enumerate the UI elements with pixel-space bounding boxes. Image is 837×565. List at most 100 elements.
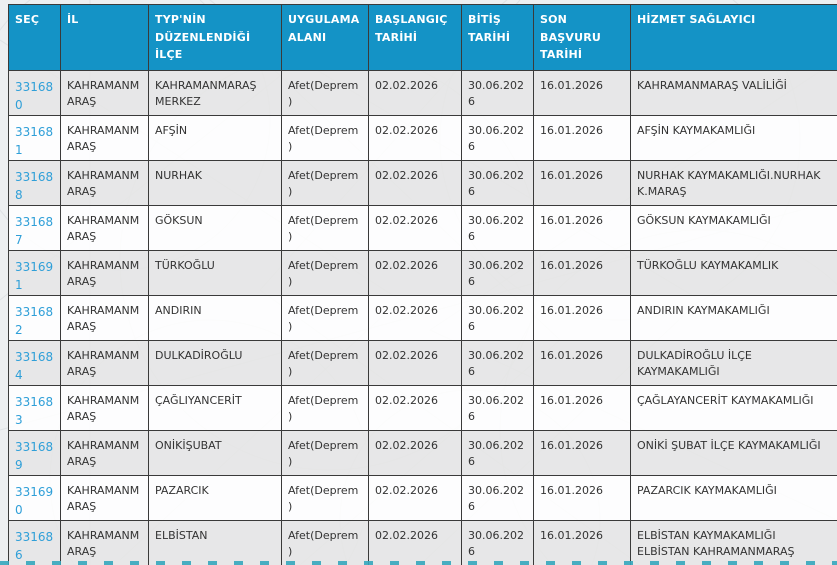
cell-baslangic: 02.02.2026 bbox=[368, 429, 462, 476]
typ-id-link[interactable]: 331686 bbox=[15, 529, 54, 563]
cell-sec: 331681 bbox=[8, 114, 61, 161]
cell-il: KAHRAMANMARAŞ bbox=[60, 294, 149, 341]
typ-id-link[interactable]: 331682 bbox=[15, 304, 54, 338]
cell-sec: 331689 bbox=[8, 429, 61, 476]
typ-id-link[interactable]: 331684 bbox=[15, 349, 54, 383]
cell-baslangic: 02.02.2026 bbox=[368, 114, 462, 161]
cell-bitis: 30.06.2026 bbox=[461, 204, 534, 251]
cell-saglayici: KAHRAMANMARAŞ VALİLİĞİ bbox=[630, 69, 837, 116]
cell-saglayici: NURHAK KAYMAKAMLIĞI.NURHAK K.MARAŞ bbox=[630, 159, 837, 206]
cell-il: KAHRAMANMARAŞ bbox=[60, 384, 149, 431]
typ-id-link[interactable]: 331680 bbox=[15, 79, 54, 113]
typ-id-link[interactable]: 331681 bbox=[15, 124, 54, 158]
cell-bitis: 30.06.2026 bbox=[461, 114, 534, 161]
typ-id-link[interactable]: 331691 bbox=[15, 259, 54, 293]
typ-id-link[interactable]: 331683 bbox=[15, 394, 54, 428]
column-header-baslangic: BAŞLANGIÇ TARİHİ bbox=[368, 4, 462, 71]
table-row: 331684 KAHRAMANMARAŞ DULKADİROĞLU Afet(Depr… bbox=[8, 339, 837, 386]
cell-il: KAHRAMANMARAŞ bbox=[60, 204, 149, 251]
cell-baslangic: 02.02.2026 bbox=[368, 339, 462, 386]
cell-baslangic: 02.02.2026 bbox=[368, 204, 462, 251]
cell-son: 16.01.2026 bbox=[533, 429, 631, 476]
cell-son: 16.01.2026 bbox=[533, 159, 631, 206]
cell-baslangic: 02.02.2026 bbox=[368, 519, 462, 565]
cell-son: 16.01.2026 bbox=[533, 114, 631, 161]
cell-sec: 331686 bbox=[8, 519, 61, 565]
cell-baslangic: 02.02.2026 bbox=[368, 384, 462, 431]
cell-sec: 331682 bbox=[8, 294, 61, 341]
typ-id-link[interactable]: 331689 bbox=[15, 439, 54, 473]
typ-table: SEÇ İL TYP'NİN DÜZENLENDİĞİ İLÇE UYGULAMA A… bbox=[8, 4, 837, 565]
cell-saglayici: GÖKSUN KAYMAKAMLIĞI bbox=[630, 204, 837, 251]
column-header-alan: UYGULAMA ALANI bbox=[281, 4, 369, 71]
cell-bitis: 30.06.2026 bbox=[461, 249, 534, 296]
cell-ilce: AFŞİN bbox=[148, 114, 282, 161]
cell-sec: 331690 bbox=[8, 474, 61, 521]
typ-id-link[interactable]: 331690 bbox=[15, 484, 54, 518]
cell-saglayici: ONİKİ ŞUBAT İLÇE KAYMAKAMLIĞI bbox=[630, 429, 837, 476]
cell-saglayici: DULKADİROĞLU İLÇE KAYMAKAMLIĞI bbox=[630, 339, 837, 386]
cell-sec: 331687 bbox=[8, 204, 61, 251]
cell-alan: Afet(Deprem) bbox=[281, 114, 369, 161]
cell-saglayici: TÜRKOĞLU KAYMAKAMLIK bbox=[630, 249, 837, 296]
cell-baslangic: 02.02.2026 bbox=[368, 69, 462, 116]
cell-son: 16.01.2026 bbox=[533, 519, 631, 565]
cell-sec: 331691 bbox=[8, 249, 61, 296]
cell-ilce: ELBİSTAN bbox=[148, 519, 282, 565]
table-row: 331683 KAHRAMANMARAŞ ÇAĞLIYANCERİT Afet(Dep… bbox=[8, 384, 837, 431]
cell-ilce: ANDIRIN bbox=[148, 294, 282, 341]
cell-ilce: ÇAĞLIYANCERİT bbox=[148, 384, 282, 431]
cell-bitis: 30.06.2026 bbox=[461, 429, 534, 476]
cell-sec: 331683 bbox=[8, 384, 61, 431]
cell-bitis: 30.06.2026 bbox=[461, 69, 534, 116]
cell-son: 16.01.2026 bbox=[533, 294, 631, 341]
table-row: 331680 KAHRAMANMARAŞ KAHRAMANMARAŞ MERKEZ A… bbox=[8, 69, 837, 116]
column-header-bitis: BİTİŞ TARİHİ bbox=[461, 4, 534, 71]
cell-son: 16.01.2026 bbox=[533, 69, 631, 116]
cell-ilce: ONİKİŞUBAT bbox=[148, 429, 282, 476]
cell-il: KAHRAMANMARAŞ bbox=[60, 159, 149, 206]
cell-alan: Afet(Deprem) bbox=[281, 249, 369, 296]
cell-son: 16.01.2026 bbox=[533, 384, 631, 431]
cell-il: KAHRAMANMARAŞ bbox=[60, 114, 149, 161]
cell-alan: Afet(Deprem) bbox=[281, 429, 369, 476]
cell-il: KAHRAMANMARAŞ bbox=[60, 339, 149, 386]
cell-ilce: PAZARCIK bbox=[148, 474, 282, 521]
typ-id-link[interactable]: 331687 bbox=[15, 214, 54, 248]
typ-table-body: 331680 KAHRAMANMARAŞ KAHRAMANMARAŞ MERKEZ A… bbox=[8, 69, 837, 565]
column-header-saglayici: HİZMET SAĞLAYICI bbox=[630, 4, 837, 71]
cell-son: 16.01.2026 bbox=[533, 339, 631, 386]
cell-alan: Afet(Deprem) bbox=[281, 519, 369, 565]
table-header: SEÇ İL TYP'NİN DÜZENLENDİĞİ İLÇE UYGULAMA A… bbox=[8, 4, 837, 71]
cell-ilce: GÖKSUN bbox=[148, 204, 282, 251]
cell-baslangic: 02.02.2026 bbox=[368, 474, 462, 521]
table-row: 331681 KAHRAMANMARAŞ AFŞİN Afet(Deprem) 02.0… bbox=[8, 114, 837, 161]
cell-son: 16.01.2026 bbox=[533, 249, 631, 296]
cell-saglayici: AFŞİN KAYMAKAMLIĞI bbox=[630, 114, 837, 161]
header-row: SEÇ İL TYP'NİN DÜZENLENDİĞİ İLÇE UYGULAMA A… bbox=[8, 4, 837, 71]
cell-bitis: 30.06.2026 bbox=[461, 294, 534, 341]
cell-ilce: KAHRAMANMARAŞ MERKEZ bbox=[148, 69, 282, 116]
cell-ilce: DULKADİROĞLU bbox=[148, 339, 282, 386]
cell-alan: Afet(Deprem) bbox=[281, 204, 369, 251]
cell-il: KAHRAMANMARAŞ bbox=[60, 249, 149, 296]
cell-saglayici: ÇAĞLAYANCERİT KAYMAKAMLIĞI bbox=[630, 384, 837, 431]
typ-id-link[interactable]: 331688 bbox=[15, 169, 54, 203]
table-row: 331691 KAHRAMANMARAŞ TÜRKOĞLU Afet(Deprem) 0… bbox=[8, 249, 837, 296]
cell-alan: Afet(Deprem) bbox=[281, 159, 369, 206]
cell-ilce: TÜRKOĞLU bbox=[148, 249, 282, 296]
cell-il: KAHRAMANMARAŞ bbox=[60, 69, 149, 116]
column-header-ilce: TYP'NİN DÜZENLENDİĞİ İLÇE bbox=[148, 4, 282, 71]
column-header-son: SON BAŞVURU TARİHİ bbox=[533, 4, 631, 71]
cell-bitis: 30.06.2026 bbox=[461, 159, 534, 206]
cell-saglayici: PAZARCIK KAYMAKAMLIĞI bbox=[630, 474, 837, 521]
table-row: 331690 KAHRAMANMARAŞ PAZARCIK Afet(Deprem) 0… bbox=[8, 474, 837, 521]
cell-alan: Afet(Deprem) bbox=[281, 294, 369, 341]
table-row: 331686 KAHRAMANMARAŞ ELBİSTAN Afet(Deprem) 0… bbox=[8, 519, 837, 565]
column-header-sec: SEÇ bbox=[8, 4, 61, 71]
cell-alan: Afet(Deprem) bbox=[281, 69, 369, 116]
cell-sec: 331680 bbox=[8, 69, 61, 116]
cell-baslangic: 02.02.2026 bbox=[368, 159, 462, 206]
table-row: 331687 KAHRAMANMARAŞ GÖKSUN Afet(Deprem) 02.… bbox=[8, 204, 837, 251]
